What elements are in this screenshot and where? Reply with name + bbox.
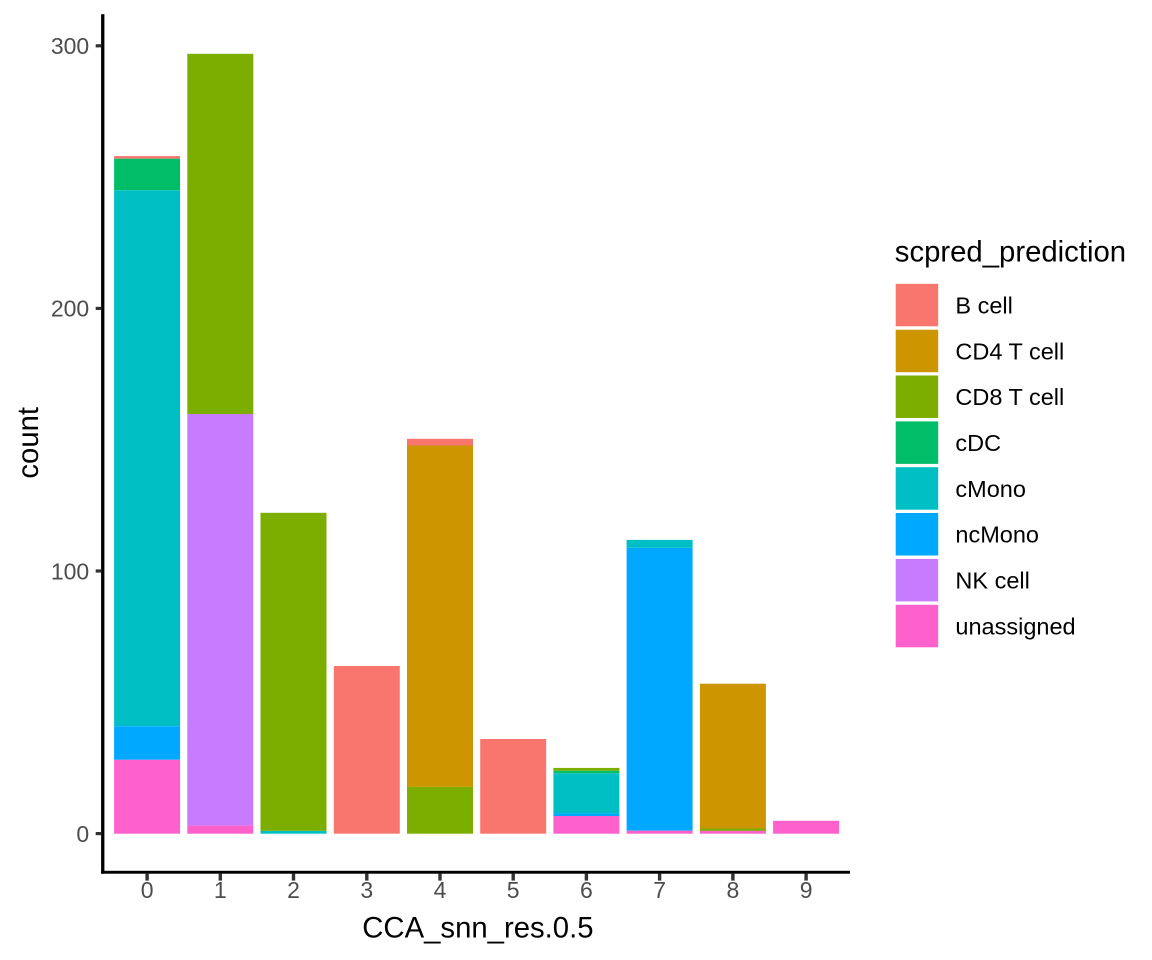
svg-text:CD4 T cell: CD4 T cell xyxy=(955,338,1064,364)
svg-text:300: 300 xyxy=(51,33,89,59)
svg-text:NK cell: NK cell xyxy=(955,568,1029,594)
svg-text:6: 6 xyxy=(580,877,593,903)
svg-text:0: 0 xyxy=(76,821,89,847)
svg-text:B cell: B cell xyxy=(955,292,1012,318)
svg-text:7: 7 xyxy=(653,877,666,903)
svg-text:CCA_snn_res.0.5: CCA_snn_res.0.5 xyxy=(362,912,593,945)
svg-text:cMono: cMono xyxy=(955,476,1026,502)
svg-text:100: 100 xyxy=(51,558,89,584)
svg-text:1: 1 xyxy=(214,877,227,903)
svg-text:unassigned: unassigned xyxy=(955,613,1075,639)
svg-text:scpred_prediction: scpred_prediction xyxy=(895,236,1126,269)
svg-text:ncMono: ncMono xyxy=(955,522,1039,548)
svg-text:4: 4 xyxy=(434,877,447,903)
svg-text:5: 5 xyxy=(507,877,520,903)
svg-text:cDC: cDC xyxy=(955,430,1001,456)
svg-text:count: count xyxy=(12,407,45,479)
svg-text:8: 8 xyxy=(727,877,740,903)
svg-text:9: 9 xyxy=(800,877,813,903)
svg-text:2: 2 xyxy=(287,877,300,903)
svg-text:CD8 T cell: CD8 T cell xyxy=(955,384,1064,410)
svg-text:200: 200 xyxy=(51,296,89,322)
svg-text:3: 3 xyxy=(360,877,373,903)
svg-text:0: 0 xyxy=(141,877,154,903)
